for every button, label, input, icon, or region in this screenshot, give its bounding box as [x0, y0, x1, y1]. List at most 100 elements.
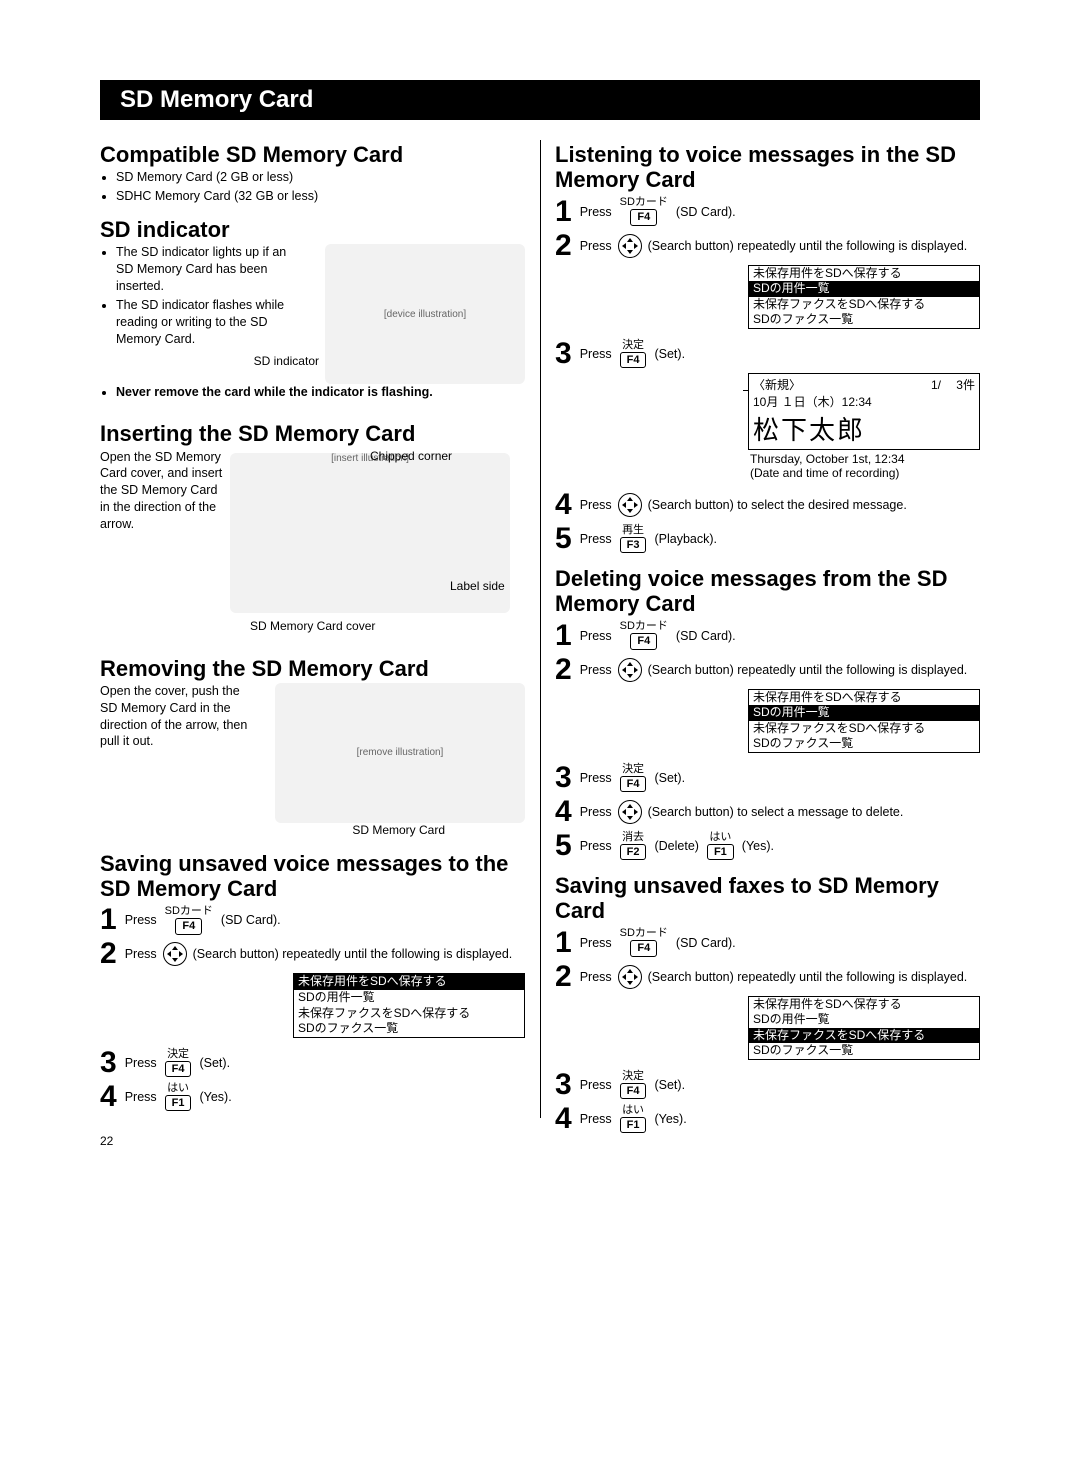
listen-step2: 2 Press (Search button) repeatedly until… [555, 231, 980, 261]
step-number: 2 [555, 231, 572, 261]
save-fax-step4: 4 Press はい F1 (Yes). [555, 1104, 980, 1134]
f4-set-key[interactable]: 決定 F4 [620, 764, 647, 792]
step-after: (Search button) to select a message to d… [648, 805, 904, 819]
heading-save-fax: Saving unsaved faxes to SD Memory Card [555, 873, 980, 924]
step-number: 2 [555, 962, 572, 992]
step-number: 1 [555, 197, 572, 227]
heading-listen: Listening to voice messages in the SD Me… [555, 142, 980, 193]
step-number: 5 [555, 524, 572, 554]
lcd-row: SDのファクス一覧 [749, 312, 979, 328]
search-button-icon[interactable] [618, 965, 642, 989]
search-button-icon[interactable] [618, 234, 642, 258]
f1-yes-key[interactable]: はい F1 [620, 1105, 647, 1133]
lcd-row: SDのファクス一覧 [294, 1021, 524, 1037]
delete-step4: 4 Press (Search button) to select a mess… [555, 797, 980, 827]
lcd-row: 未保存ファクスをSDへ保存する [749, 1028, 979, 1044]
f1-yes-key[interactable]: はい F1 [165, 1083, 192, 1111]
insert-intro: Open the SD Memory Card cover, and inser… [100, 449, 230, 533]
f4-sdcard-key[interactable]: SDカード F4 [620, 621, 668, 649]
step-after: (Set). [654, 347, 685, 361]
f4-set-key[interactable]: 決定 F4 [165, 1049, 192, 1077]
press-label: Press [580, 663, 612, 677]
step-number: 4 [100, 1082, 117, 1112]
f1-yes-key[interactable]: はい F1 [707, 832, 734, 860]
f4-sdcard-key[interactable]: SDカード F4 [165, 906, 213, 934]
f4-set-key[interactable]: 決定 F4 [620, 340, 647, 368]
press-label: Press [580, 839, 612, 853]
column-divider [540, 140, 541, 1118]
f4-sdcard-key[interactable]: SDカード F4 [620, 928, 668, 956]
heading-sd-indicator: SD indicator [100, 217, 525, 242]
search-button-icon[interactable] [618, 658, 642, 682]
press-label: Press [580, 1112, 612, 1126]
press-label: Press [580, 805, 612, 819]
search-button-icon[interactable] [163, 942, 187, 966]
f2-delete-key[interactable]: 消去 F2 [620, 832, 647, 860]
step-number: 3 [555, 339, 572, 369]
listen-step4: 4 Press (Search button) to select the de… [555, 490, 980, 520]
press-label: Press [580, 205, 612, 219]
compat-bullet: SD Memory Card (2 GB or less) [116, 169, 525, 186]
lcd-row: 未保存用件をSDへ保存する [294, 974, 524, 990]
step-number: 1 [555, 928, 572, 958]
save-voice-step1: 1 Press SDカード F4 (SD Card). [100, 905, 525, 935]
step-after: (Search button) to select the desired me… [648, 498, 907, 512]
lcd-row: SDのファクス一覧 [749, 1043, 979, 1059]
press-label: Press [580, 970, 612, 984]
lcd2-count: 1/ 3件 [931, 376, 975, 393]
sd-indicator-figure: [device illustration] [325, 244, 525, 384]
step-after: (Yes). [199, 1090, 231, 1104]
lcd-row: 未保存ファクスをSDへ保存する [749, 721, 979, 737]
compat-bullet: SDHC Memory Card (32 GB or less) [116, 188, 525, 205]
save-voice-lcd: 未保存用件をSDへ保存する SDの用件一覧 未保存ファクスをSDへ保存する SD… [293, 973, 525, 1037]
indicator-warning: Never remove the card while the indicato… [116, 384, 525, 401]
lcd2-new: 〈新規〉 [753, 376, 801, 393]
lcd-row: SDの用件一覧 [749, 281, 979, 297]
listen-step1: 1 Press SDカード F4 (SD Card). [555, 197, 980, 227]
search-button-icon[interactable] [618, 493, 642, 517]
search-button-icon[interactable] [618, 800, 642, 824]
step-after: (Search button) repeatedly until the fol… [193, 947, 513, 961]
save-voice-step3: 3 Press 決定 F4 (Set). [100, 1048, 525, 1078]
label-side: Label side [450, 579, 505, 593]
lcd-row: SDのファクス一覧 [749, 736, 979, 752]
step-after: (Playback). [654, 532, 717, 546]
press-label: Press [125, 1090, 157, 1104]
label-chipped-corner: Chipped corner [370, 449, 452, 463]
save-voice-step4: 4 Press はい F1 (Yes). [100, 1082, 525, 1112]
step-after: (Search button) repeatedly until the fol… [648, 239, 968, 253]
indicator-bullets: The SD indicator lights up if an SD Memo… [100, 244, 296, 347]
save-fax-lcd: 未保存用件をSDへ保存する SDの用件一覧 未保存ファクスをSDへ保存する SD… [748, 996, 980, 1060]
heading-save-voice: Saving unsaved voice messages to the SD … [100, 851, 525, 902]
delete-step1: 1 Press SDカード F4 (SD Card). [555, 621, 980, 651]
step-after: (Set). [199, 1056, 230, 1070]
step-after: (SD Card). [221, 913, 281, 927]
page-number: 22 [100, 1134, 113, 1148]
step-after: (SD Card). [676, 205, 736, 219]
step-number: 5 [555, 831, 572, 861]
listen-lcd2: 〈新規〉1/ 3件 10月 １日（木）12:34 松下太郎 [748, 373, 980, 450]
save-voice-step2: 2 Press (Search button) repeatedly until… [100, 939, 525, 969]
step-after: (Yes). [654, 1112, 686, 1126]
f4-sdcard-key[interactable]: SDカード F4 [620, 197, 668, 225]
heading-inserting: Inserting the SD Memory Card [100, 421, 525, 446]
press-label: Press [580, 629, 612, 643]
step-number: 2 [100, 939, 117, 969]
lcd2-date: 10月 １日（木）12:34 [749, 393, 979, 410]
press-label: Press [580, 347, 612, 361]
step-number: 2 [555, 655, 572, 685]
press-label: Press [580, 498, 612, 512]
step-after: (Set). [654, 771, 685, 785]
save-fax-step3: 3 Press 決定 F4 (Set). [555, 1070, 980, 1100]
listen-step3: 3 Press 決定 F4 (Set). [555, 339, 980, 369]
f3-playback-key[interactable]: 再生 F3 [620, 525, 647, 553]
remove-figure: [remove illustration] [275, 683, 525, 823]
f4-set-key[interactable]: 決定 F4 [620, 1071, 647, 1099]
step-number: 3 [555, 1070, 572, 1100]
label-cover: SD Memory Card cover [250, 619, 375, 633]
step-after: (Search button) repeatedly until the fol… [648, 663, 968, 677]
indicator-bullet: The SD indicator lights up if an SD Memo… [116, 244, 296, 295]
step-number: 1 [100, 905, 117, 935]
save-fax-step1: 1 Press SDカード F4 (SD Card). [555, 928, 980, 958]
step-number: 4 [555, 1104, 572, 1134]
